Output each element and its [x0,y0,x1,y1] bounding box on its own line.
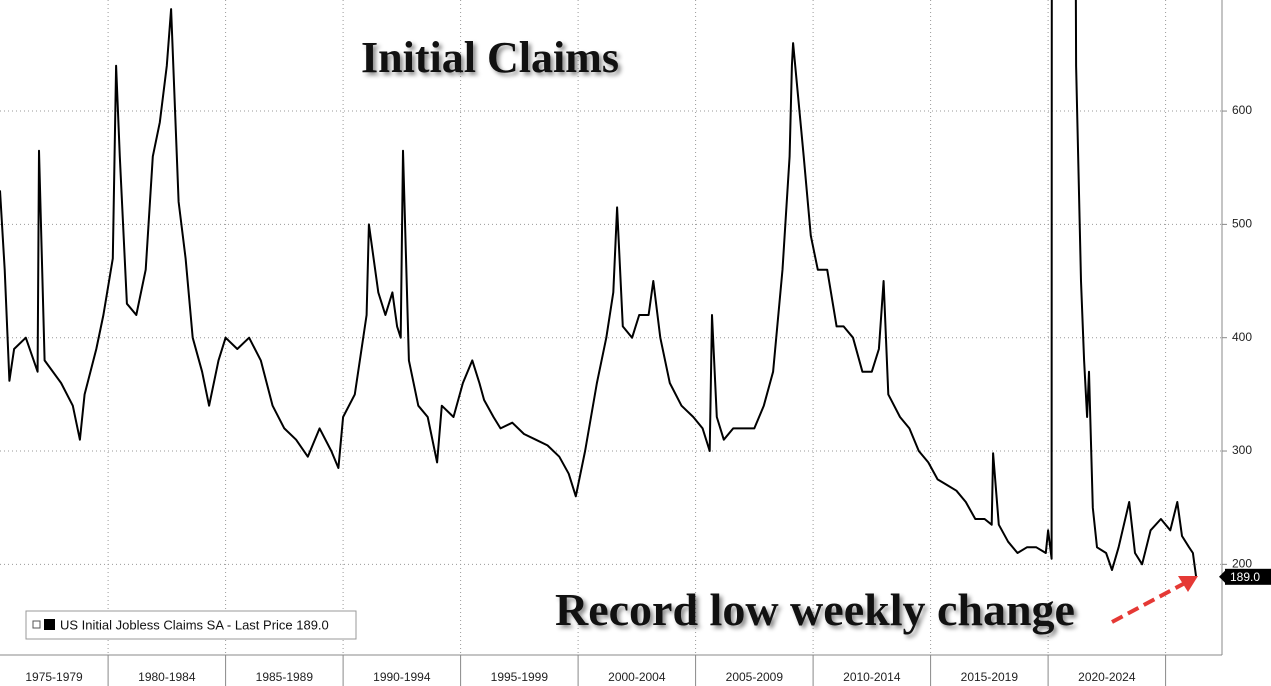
plot [0,0,1198,577]
y-tick-label: 600 [1232,103,1252,117]
legend-label: US Initial Jobless Claims SA - Last Pric… [60,617,329,632]
last-price-pointer [1219,570,1225,583]
y-tick-label: 200 [1232,557,1252,571]
x-band-label: 1995-1999 [491,670,549,684]
x-band-label: 1985-1989 [256,670,314,684]
arrow-head [1178,576,1198,592]
y-tick-label: 500 [1232,217,1252,231]
last-price-label: 189.0 [1230,570,1260,584]
last-price-box [1225,568,1271,585]
x-band-label: 2015-2019 [961,670,1019,684]
x-band-label: 2010-2014 [843,670,901,684]
labels: 200 300 400 500 600 1975-1979 1980-1984 1985-19… [25,103,1271,684]
grid [0,0,1227,686]
x-band-label: 1990-1994 [373,670,431,684]
y-tick-label: 400 [1232,330,1252,344]
chart-title: Initial Claims [361,33,619,82]
x-band-label: 1975-1979 [25,670,83,684]
line [0,0,1198,577]
x-band-label: 2020-2024 [1078,670,1136,684]
legend [25,610,357,640]
arrow [1111,581,1186,624]
x-band-label: 2000-2004 [608,670,666,684]
x-band-label: 1980-1984 [138,670,196,684]
x-band-label: 2005-2009 [726,670,784,684]
y-tick-label: 300 [1232,443,1252,457]
legend-toggle [32,620,41,629]
annotation: Record low weekly change [555,584,1075,635]
legend-swatch [44,619,55,630]
